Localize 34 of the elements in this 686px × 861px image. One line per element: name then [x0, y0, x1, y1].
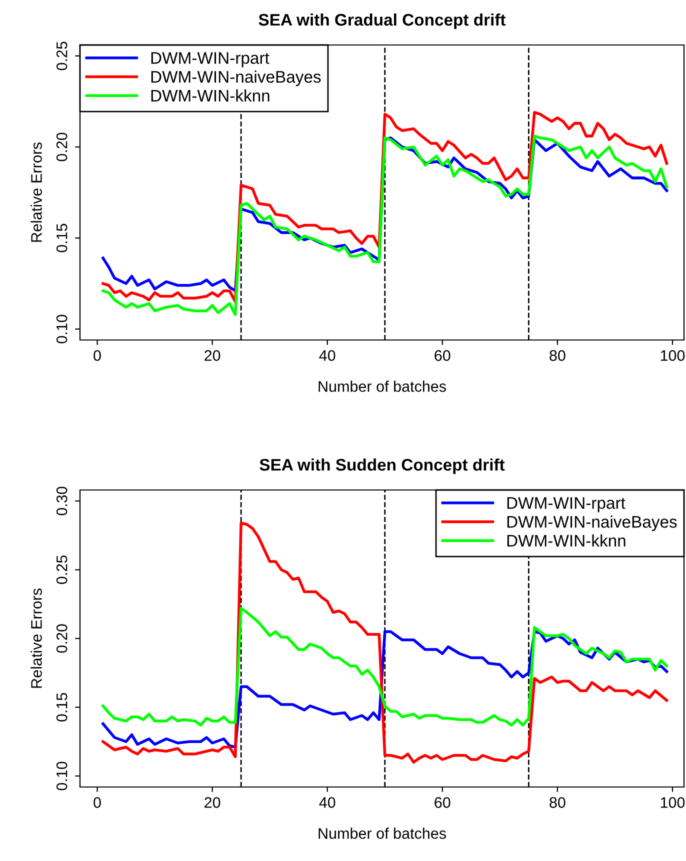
legend-label: DWM-WIN-naiveBayes — [507, 516, 677, 532]
legend-label: DWM-WIN-naiveBayes — [151, 70, 321, 86]
x-tick-label: 100 — [660, 350, 685, 361]
legend-label: DWM-WIN-kknn — [151, 89, 270, 102]
y-axis-title: Relative Errors — [30, 588, 42, 688]
chart-title: SEA with Gradual Concept drift — [258, 13, 506, 30]
x-axis-title: Number of batches — [318, 380, 446, 392]
x-tick-label: 60 — [434, 350, 450, 361]
y-tick-label: 0.10 — [56, 314, 68, 344]
chart-title: SEA with Sudden Concept drift — [260, 458, 505, 474]
y-tick-label: 0.25 — [56, 556, 68, 584]
y-axis-title: Relative Errors — [30, 142, 42, 242]
x-tick-label: 80 — [550, 350, 566, 361]
y-tick-label: 0.20 — [56, 132, 68, 162]
y-tick-label: 0.30 — [56, 486, 68, 516]
x-tick-label: 20 — [204, 797, 220, 808]
x-tick-label: 100 — [660, 797, 685, 808]
y-tick-label: 0.25 — [56, 42, 68, 70]
y-tick-label: 0.15 — [56, 224, 68, 252]
x-tick-label: 80 — [550, 797, 566, 808]
y-tick-label: 0.20 — [56, 624, 68, 653]
x-axis-title: Number of batches — [318, 828, 446, 839]
x-tick-label: 0 — [94, 350, 101, 361]
x-tick-label: 40 — [319, 350, 336, 361]
x-tick-label: 20 — [204, 350, 220, 361]
legend-label: DWM-WIN-kknn — [507, 534, 626, 546]
x-tick-label: 40 — [319, 797, 336, 808]
line-series — [102, 606, 668, 727]
x-tick-label: 0 — [94, 797, 101, 808]
y-tick-label: 0.15 — [56, 693, 68, 722]
legend-label: DWM-WIN-rpart — [507, 497, 626, 512]
x-tick-label: 60 — [434, 797, 450, 808]
legend-label: DWM-WIN-rpart — [151, 52, 270, 68]
y-tick-label: 0.10 — [56, 762, 68, 790]
